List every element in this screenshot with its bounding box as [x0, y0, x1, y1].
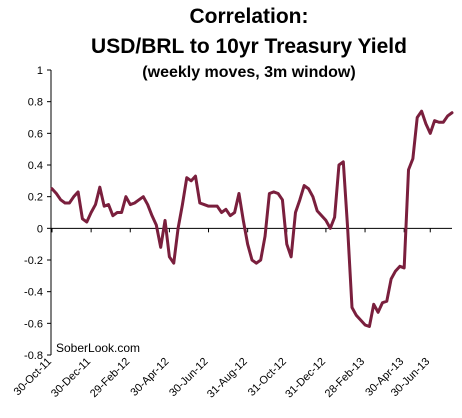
- watermark-text: SoberLook.com: [56, 341, 140, 355]
- y-tick-label: -0.4: [24, 287, 43, 299]
- x-tick-label: 30-Jun-12: [167, 356, 211, 400]
- series-line: [50, 109, 454, 328]
- x-tick-label: 30-Dec-11: [49, 356, 93, 400]
- y-tick-label: 0.4: [28, 160, 43, 172]
- x-tick-label: 31-Aug-12: [205, 356, 250, 401]
- y-tick-label: 0.2: [28, 192, 43, 204]
- y-tick-label: 0.6: [28, 128, 43, 140]
- x-tick-label: 29-Feb-12: [88, 356, 132, 400]
- x-tick-label: 28-Feb-13: [323, 356, 367, 400]
- y-tick-label: -0.6: [24, 318, 43, 330]
- y-tick-label: -0.8: [24, 350, 43, 362]
- axes: [50, 70, 452, 355]
- x-tick-label: 30-Oct-11: [12, 356, 54, 398]
- x-tick-label: 30-Apr-12: [128, 356, 171, 399]
- y-tick-label: 0: [37, 223, 43, 235]
- x-tick-label: 31-Dec-12: [283, 356, 328, 401]
- chart-subtitle: (weekly moves, 3m window): [142, 64, 356, 81]
- chart-title-line2: USD/BRL to 10yr Treasury Yield: [91, 35, 407, 58]
- y-tick-label: 0.8: [28, 97, 43, 109]
- series-group: [50, 109, 454, 328]
- y-tick-label: 1: [37, 65, 43, 77]
- x-axis-ticks: 30-Oct-1130-Dec-1129-Feb-1230-Apr-1230-J…: [12, 228, 432, 401]
- chart-title-line1: Correlation:: [189, 5, 309, 28]
- y-axis-ticks: 1 0.8 0.6 0.4 0.2 0 -0.2 -0.4 -0.6 -0.8: [24, 65, 51, 362]
- y-tick-label: -0.2: [24, 255, 43, 267]
